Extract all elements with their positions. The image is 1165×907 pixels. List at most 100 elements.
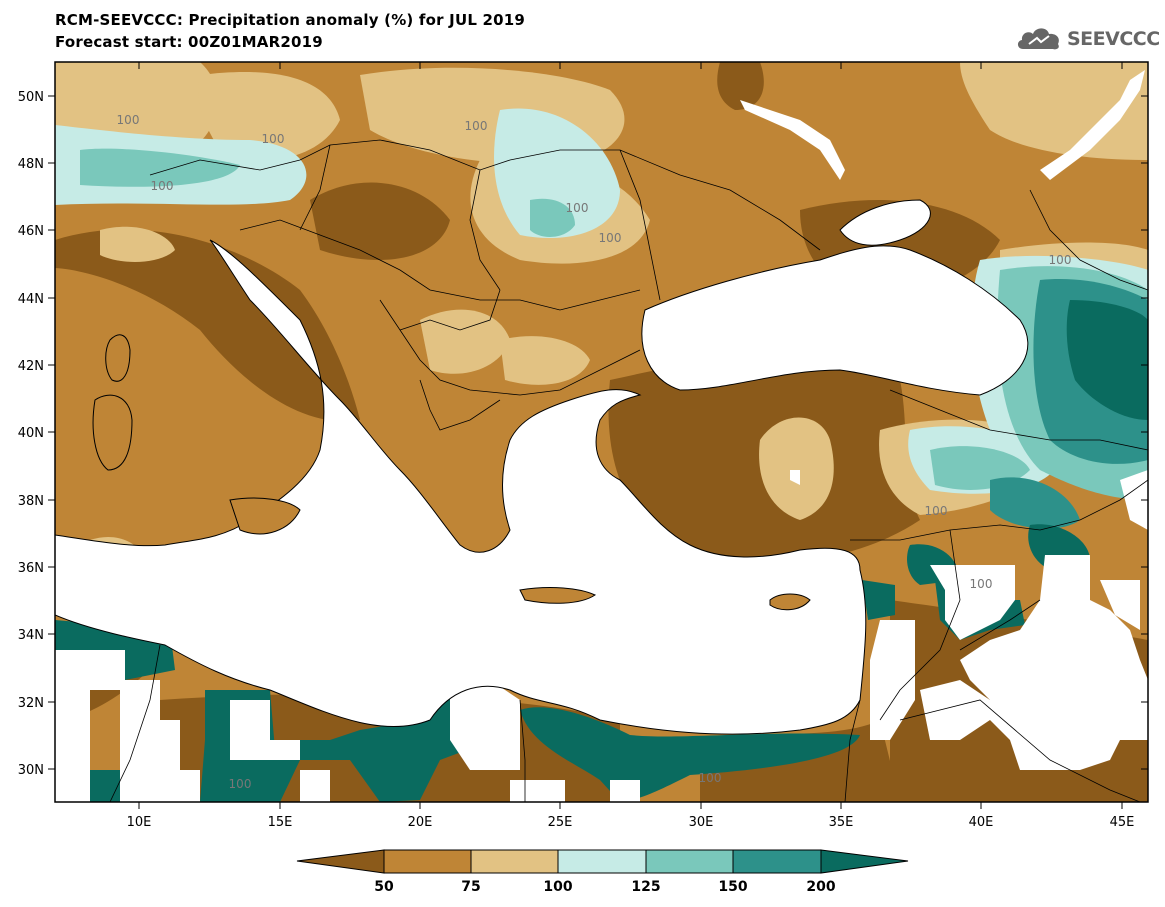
cloud-icon [1015, 22, 1063, 56]
title-line-2: Forecast start: 00Z01MAR2019 [55, 33, 323, 51]
colorbar-label: 200 [806, 879, 835, 895]
no-data-area [230, 700, 300, 760]
colorbar-label: 75 [461, 879, 480, 895]
border-line [850, 479, 1148, 541]
anomaly-region [100, 226, 175, 262]
lon-label: 20E [408, 815, 433, 830]
anomaly-region [500, 336, 590, 385]
colorbar-label: 50 [374, 879, 394, 895]
no-data-area [300, 770, 330, 802]
lon-label: 10E [127, 815, 152, 830]
colorbar-segment [820, 849, 909, 874]
lon-label: 25E [548, 815, 573, 830]
contour-label: 100 [465, 119, 488, 133]
sea-of-azov [839, 199, 931, 246]
anomaly-region [862, 580, 895, 620]
no-data-area [790, 470, 800, 485]
colorbar-segment [383, 849, 472, 874]
border-line [519, 699, 526, 802]
lat-label: 48N [18, 157, 44, 172]
lon-label: 45E [1110, 815, 1135, 830]
anomaly-region [80, 148, 240, 187]
contour-label: 100 [599, 231, 622, 245]
anomaly-region [310, 182, 450, 260]
lat-label: 30N [18, 763, 44, 778]
black-sea [641, 245, 1029, 396]
contour-label: 100 [117, 113, 140, 127]
lon-label: 40E [969, 815, 994, 830]
lat-label: 40N [18, 426, 44, 441]
anomaly-region [530, 198, 575, 237]
border-line [399, 289, 501, 331]
cyprus [769, 593, 811, 611]
colorbar-label: 125 [631, 879, 660, 895]
contour-label: 100 [970, 577, 993, 591]
anomaly-region [990, 477, 1080, 529]
contour-label: 100 [229, 777, 252, 791]
border-line [899, 699, 1141, 802]
anomaly-region [520, 707, 860, 802]
colorbar-segment [470, 849, 559, 874]
border-line [1029, 189, 1148, 291]
border-line [239, 219, 641, 311]
contour-label: 100 [566, 201, 589, 215]
river [740, 100, 845, 180]
anomaly-region [1066, 300, 1148, 420]
colorbar-segment [296, 849, 385, 874]
border-line [109, 644, 161, 802]
river [1040, 70, 1145, 180]
no-data-area [450, 680, 520, 770]
anomaly-region [198, 72, 340, 160]
lat-label: 46N [18, 224, 44, 239]
border-line [469, 169, 501, 291]
no-data-area [1100, 580, 1140, 630]
border-line [879, 529, 961, 721]
anomaly-region [494, 108, 620, 238]
title-line-1: RCM-SEEVCCC: Precipitation anomaly (%) f… [55, 11, 526, 29]
lat-label: 34N [18, 628, 44, 643]
border-line [419, 379, 501, 431]
contour-label: 100 [925, 504, 948, 518]
lat-label: 44N [18, 292, 44, 307]
anomaly-region [717, 62, 764, 110]
lon-label: 35E [829, 815, 854, 830]
no-data-area [510, 780, 565, 802]
border-line [379, 299, 641, 396]
no-data-area [610, 780, 640, 802]
lat-label: 42N [18, 359, 44, 374]
no-data-area [960, 555, 1148, 770]
colorbar [296, 849, 909, 874]
border-line [844, 699, 861, 802]
no-data-area [920, 680, 990, 740]
border-line [299, 144, 331, 231]
corsica [105, 334, 131, 382]
no-data-area [870, 620, 915, 740]
anomaly-region [55, 229, 360, 422]
no-data-area [55, 650, 125, 802]
anomaly-region [420, 309, 510, 374]
contour-label: 100 [262, 132, 285, 146]
lat-label: 38N [18, 494, 44, 509]
lat-label: 32N [18, 696, 44, 711]
anomaly-region [759, 417, 834, 520]
logo-text: SEEVCCC [1067, 28, 1160, 50]
lat-label: 36N [18, 561, 44, 576]
contour-label: 100 [1049, 253, 1072, 267]
sicily [229, 497, 301, 535]
sardinia [92, 394, 133, 471]
lon-label: 30E [689, 815, 714, 830]
border-line [889, 389, 1148, 451]
lon-label: 15E [268, 815, 293, 830]
crete [519, 587, 597, 604]
border-line [619, 149, 661, 301]
colorbar-label: 100 [543, 879, 572, 895]
contour-label: 100 [151, 179, 174, 193]
border-line [959, 599, 1041, 651]
contour-label: 100 [699, 771, 722, 785]
colorbar-segment [732, 849, 822, 874]
colorbar-segment [645, 849, 734, 874]
no-data-area [120, 680, 200, 802]
mediterranean-sea [55, 239, 867, 802]
colorbar-label: 150 [718, 879, 747, 895]
